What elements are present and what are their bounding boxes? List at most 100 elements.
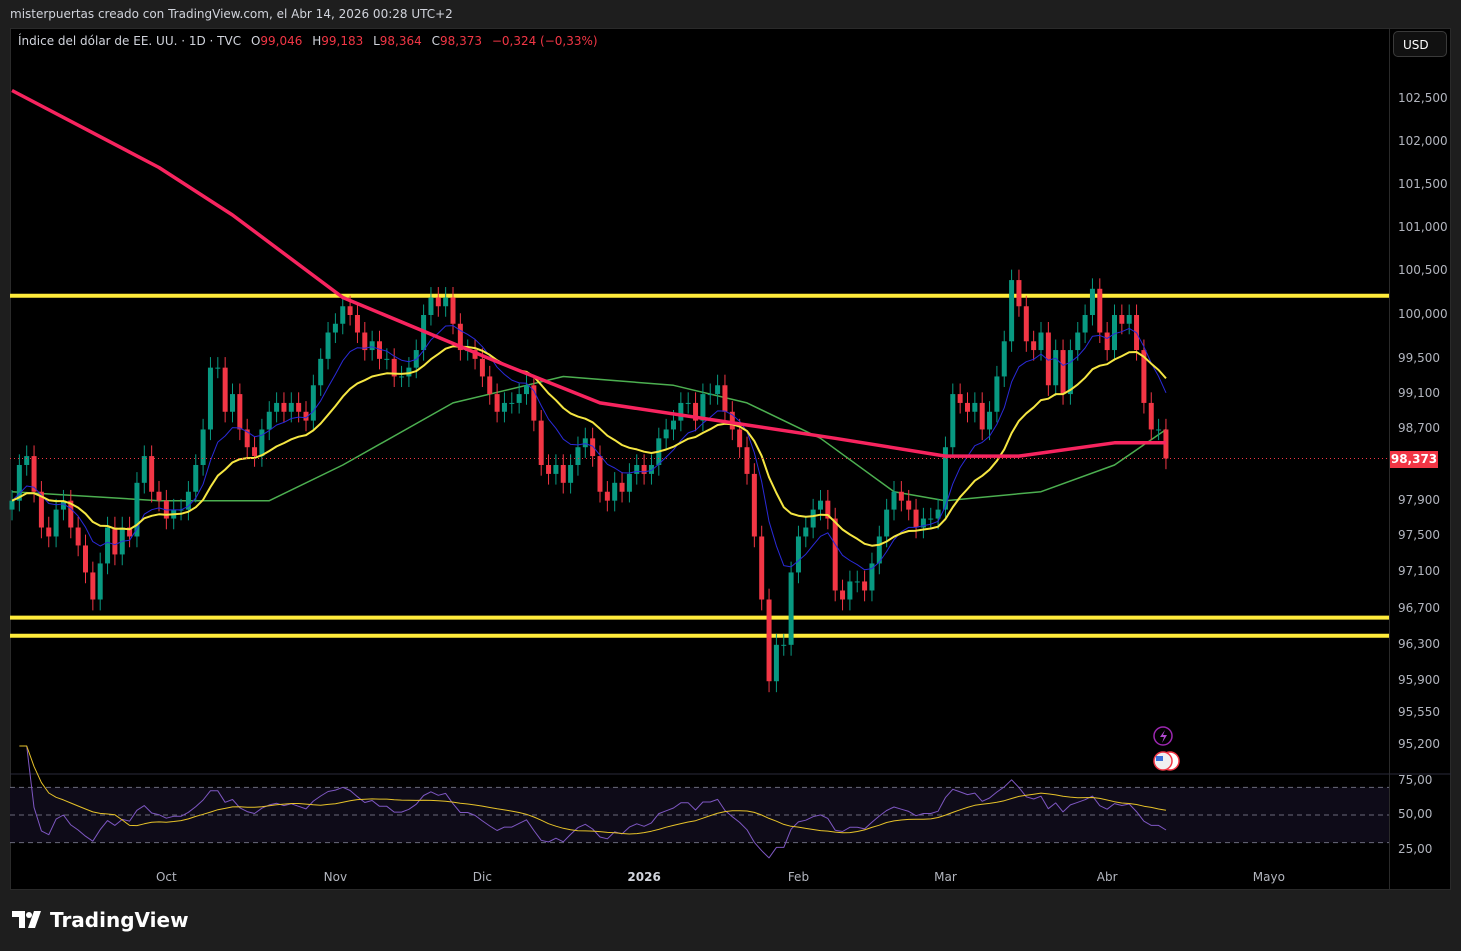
candle-body	[700, 394, 706, 421]
candle-body	[384, 358, 390, 360]
candle-body	[626, 473, 632, 492]
candle-body	[832, 518, 838, 591]
price-axis-tick: 100,000	[1398, 307, 1448, 321]
candle-body	[913, 509, 919, 528]
candle-body	[377, 341, 382, 359]
candle-body	[737, 429, 743, 448]
candle-body	[546, 464, 552, 474]
candle-body	[1126, 315, 1132, 324]
candle-body	[193, 464, 199, 492]
candle-body	[891, 491, 897, 510]
price-axis-tick: 98,700	[1398, 421, 1440, 436]
candle-body	[288, 402, 294, 412]
candle-body	[1009, 280, 1015, 342]
candle-body	[1060, 350, 1066, 395]
candle-body	[1097, 288, 1103, 333]
candle-body	[722, 385, 728, 412]
candle-body	[693, 402, 699, 421]
candle-body	[1148, 402, 1154, 430]
open-value: 99,046	[260, 34, 303, 48]
candle-body	[876, 536, 882, 564]
price-axis-divider	[1389, 28, 1390, 890]
candle-body	[509, 402, 515, 404]
candle-body	[773, 644, 779, 682]
candle-body	[1031, 341, 1037, 351]
candle-body	[994, 376, 1000, 412]
tradingview-logo[interactable]: TradingView	[12, 908, 189, 932]
candle-body	[31, 456, 37, 492]
candle-body	[935, 509, 941, 519]
time-axis-tick: Mar	[934, 870, 957, 884]
candle-body	[46, 527, 52, 537]
candle-body	[266, 411, 272, 430]
price-axis-tick: 102,000	[1398, 133, 1448, 148]
time-axis-tick: Nov	[323, 870, 348, 884]
candle-body	[524, 385, 529, 395]
price-axis-tick: 95,550	[1398, 705, 1440, 720]
candle-body	[818, 500, 823, 510]
candle-body	[185, 491, 191, 510]
candle-body	[443, 297, 449, 307]
ma50-line	[11, 375, 1167, 502]
candle-body	[38, 491, 44, 528]
price-axis-tick: 95,200	[1398, 737, 1440, 752]
candle-body	[24, 456, 30, 465]
candle-body	[200, 429, 206, 465]
candle-body	[1075, 332, 1081, 351]
candle-body	[744, 447, 750, 474]
candle-body	[803, 527, 809, 537]
candle-body	[575, 447, 581, 465]
open-label: O	[250, 34, 261, 48]
low-label: L	[373, 34, 380, 48]
candle-body	[332, 323, 338, 333]
candle-body	[90, 572, 96, 600]
candle-body	[516, 394, 522, 403]
high-value: 99,183	[321, 34, 364, 48]
candle-body	[597, 456, 603, 492]
candle-body	[634, 464, 640, 474]
candle-body	[906, 500, 912, 510]
candle-body	[942, 447, 948, 510]
candle-body	[1001, 341, 1007, 377]
candle-body	[1141, 350, 1147, 403]
candle-body	[252, 447, 258, 457]
candle-body	[68, 500, 74, 528]
candle-body	[1089, 288, 1095, 315]
price-axis-tick: 95,900	[1398, 673, 1440, 688]
candle-body	[457, 323, 463, 351]
price-axis-tick: 102,500	[1398, 90, 1448, 105]
candle-body	[957, 394, 963, 403]
price-axis-tick: 99,100	[1398, 386, 1440, 401]
rsi-axis-tick: 25,00	[1398, 841, 1433, 856]
candle-body	[1067, 350, 1073, 395]
high-label: H	[312, 34, 322, 48]
time-axis-tick: Mayo	[1252, 870, 1285, 884]
candle-body	[582, 438, 588, 448]
candle-body	[1016, 280, 1022, 307]
candle-body	[707, 394, 713, 396]
candle-body	[840, 590, 846, 600]
symbol-title[interactable]: Índice del dólar de EE. UU. · 1D · TVC	[18, 34, 242, 48]
price-axis-tick: 99,500	[1398, 350, 1440, 365]
candle-body	[1053, 350, 1059, 386]
currency-button[interactable]: USD	[1393, 31, 1447, 57]
price-axis-tick: 101,000	[1398, 219, 1448, 234]
candle-body	[340, 306, 346, 324]
candle-body	[663, 429, 669, 439]
candle-body	[406, 367, 412, 377]
candle-body	[869, 563, 875, 591]
candle-body	[898, 491, 904, 501]
candle-body	[810, 509, 816, 528]
time-axis-tick: Abr	[1096, 870, 1118, 884]
brand-name: TradingView	[50, 908, 189, 932]
candle-body	[538, 420, 544, 465]
ema-slow-line	[11, 345, 1167, 547]
candle-body	[678, 402, 684, 421]
candle-body	[531, 385, 537, 421]
candle-body	[274, 402, 280, 412]
candle-body	[325, 332, 331, 359]
candle-body	[648, 464, 654, 474]
price-axis-tick: 96,700	[1398, 600, 1440, 615]
rsi-line	[19, 745, 1167, 859]
